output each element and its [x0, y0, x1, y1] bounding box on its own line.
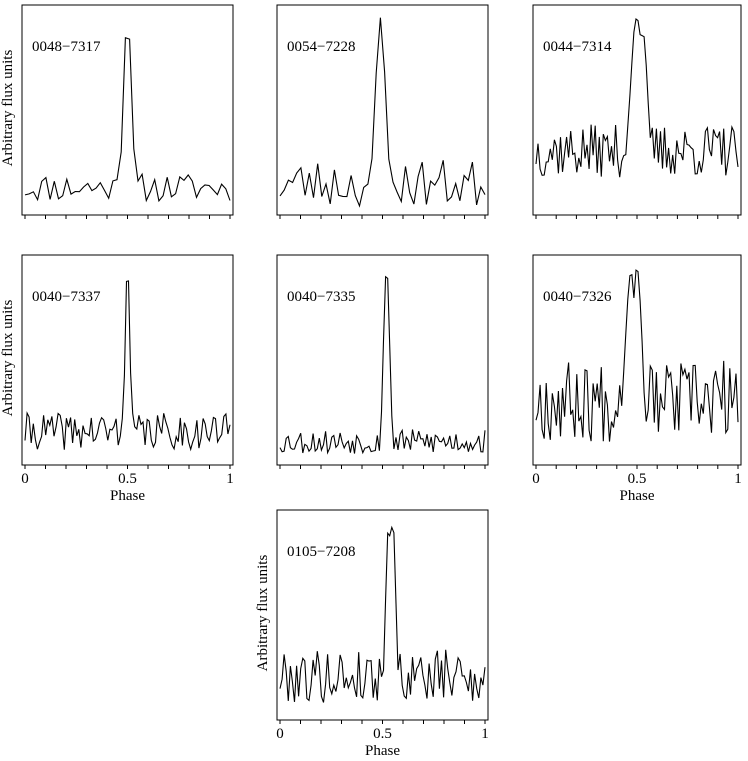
x-tick-label: 0.5 [628, 471, 647, 487]
pulse-profile-line [279, 275, 486, 455]
source-label: 0040−7326 [543, 289, 612, 305]
source-label: 0105−7208 [287, 544, 355, 560]
panel-2: 0054−7228 [276, 4, 489, 219]
y-axis-label: Arbitrary flux units [255, 555, 271, 672]
source-label: 0044−7314 [543, 39, 612, 55]
x-axis-label: Phase [110, 488, 145, 504]
x-tick-label: 1 [226, 471, 234, 487]
pulse-profile-line [24, 37, 231, 203]
x-tick-label: 0 [21, 471, 29, 487]
plot-frame [276, 509, 489, 721]
plot-frame [532, 254, 742, 466]
source-label: 0040−7337 [32, 289, 101, 305]
x-tick-label: 0.5 [118, 471, 137, 487]
source-label: 0054−7228 [287, 39, 355, 55]
x-tick-label: 0.5 [373, 726, 392, 742]
plot-frame [532, 4, 742, 216]
panel-6: 0040−7326 0 0.5 1 Phase [532, 254, 742, 504]
x-axis-label: Phase [365, 743, 400, 759]
y-axis-label: Arbitrary flux units [0, 50, 16, 167]
y-axis-label: Arbitrary flux units [0, 300, 16, 417]
pulse-profile-line [535, 18, 739, 178]
pulse-profile-line [24, 280, 231, 452]
x-tick-label: 0 [276, 726, 284, 742]
panel-5: 0040−7335 [276, 254, 489, 469]
x-tick-label: 1 [734, 471, 742, 487]
panel-4: 0040−7337 Arbitrary flux units 0 0.5 1 Phase [0, 254, 234, 504]
pulse-profile-line [279, 17, 486, 208]
source-label: 0048−7317 [32, 39, 101, 55]
x-tick-label: 1 [481, 726, 489, 742]
x-tick-label: 0 [532, 471, 540, 487]
pulse-profile-line [535, 269, 739, 442]
pulse-profile-line [279, 525, 486, 703]
panel-3: 0044−7314 [532, 4, 742, 219]
panel-1: 0048−7317 Arbitrary flux units [0, 4, 234, 219]
source-label: 0040−7335 [287, 289, 355, 305]
x-axis-label: Phase [620, 488, 655, 504]
plot-frame [276, 4, 489, 216]
panel-7: 0105−7208 Arbitrary flux units 0 0.5 1 Phase [255, 509, 489, 759]
